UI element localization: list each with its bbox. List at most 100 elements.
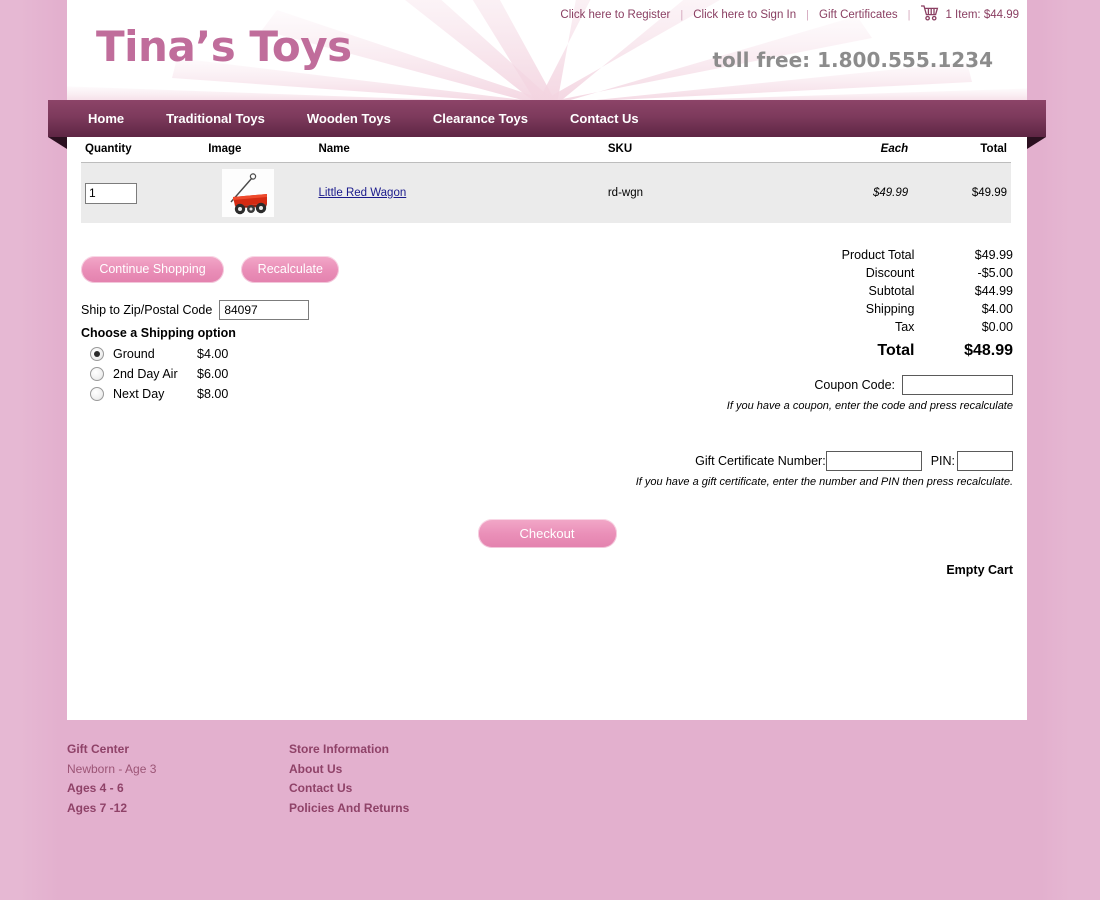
nav-item-clearance-toys[interactable]: Clearance Toys (432, 111, 529, 126)
cell-quantity (81, 162, 205, 223)
zip-row: Ship to Zip/Postal Code (81, 300, 421, 320)
total-row-discount: Discount -$5.00 (783, 264, 1013, 282)
header-each: Each (799, 137, 913, 163)
little-red-wagon-image[interactable] (222, 169, 275, 217)
cart-page-content: Quantity Image Name SKU Each Total (67, 137, 1027, 577)
checkout-area: Checkout (67, 519, 1027, 548)
value-grand-total: $48.99 (964, 342, 1013, 359)
footer-link-gift-center[interactable]: Gift Center (67, 742, 130, 756)
link-separator-2: | (806, 8, 809, 21)
header-total: Total (912, 137, 1011, 163)
footer-link-ages-7-12[interactable]: Ages 7 -12 (67, 800, 128, 815)
coupon-section: Coupon Code: If you have a coupon, enter… (727, 375, 1013, 412)
label-subtotal: Subtotal (868, 284, 915, 298)
ribbon-fold-right (1027, 137, 1046, 149)
shipping-option-2nd-day-air-price: $6.00 (197, 367, 229, 381)
value-shipping: $4.00 (981, 302, 1013, 316)
footer-column-store-information: Store Information About Us Contact Us Po… (289, 740, 511, 818)
shipping-section: Ship to Zip/Postal Code Choose a Shippin… (81, 300, 421, 404)
cart-table: Quantity Image Name SKU Each Total (81, 137, 1011, 223)
shipping-option-ground[interactable]: Ground $4.00 (81, 344, 421, 364)
coupon-line: Coupon Code: (727, 375, 1013, 395)
cell-total: $49.99 (912, 162, 1011, 223)
shopping-cart-icon (920, 5, 939, 24)
shipping-option-ground-price: $4.00 (197, 347, 229, 361)
total-row-subtotal: Subtotal $44.99 (783, 282, 1013, 300)
cart-actions: Continue Shopping Recalculate (81, 256, 340, 283)
cell-each: $49.99 (799, 162, 913, 223)
nav-items: Home Traditional Toys Wooden Toys Cleara… (67, 100, 660, 137)
gift-certificates-link[interactable]: Gift Certificates (819, 8, 898, 21)
gift-certificate-line: Gift Certificate Number: PIN: (636, 451, 1013, 471)
label-shipping: Shipping (865, 302, 915, 316)
coupon-hint: If you have a coupon, enter the code and… (726, 400, 1013, 412)
shipping-option-next-day-label: Next Day (113, 387, 165, 401)
continue-shopping-button[interactable]: Continue Shopping (81, 256, 224, 283)
product-name-link[interactable]: Little Red Wagon (318, 187, 407, 199)
value-tax: $0.00 (981, 320, 1013, 334)
footer-link-store-information[interactable]: Store Information (289, 742, 390, 756)
quantity-input[interactable] (85, 182, 137, 204)
nav-item-home[interactable]: Home (88, 111, 125, 126)
footer-link-policies-and-returns[interactable]: Policies And Returns (289, 800, 410, 815)
recalculate-button[interactable]: Recalculate (241, 256, 340, 283)
nav-bar-background (48, 100, 1046, 137)
zip-input[interactable] (219, 300, 310, 320)
site-container: Click here to Register | Click here to S… (48, 0, 1046, 720)
header-sku: SKU (603, 137, 800, 163)
shipping-option-2nd-day-air-label: 2nd Day Air (113, 367, 178, 381)
header-quantity: Quantity (81, 137, 205, 163)
ribbon-fold-left (48, 137, 67, 149)
coupon-label: Coupon Code: (814, 378, 895, 392)
label-tax: Tax (894, 320, 915, 334)
cart-summary[interactable]: 1 Item: $44.99 (910, 5, 1019, 24)
nav-item-wooden-toys[interactable]: Wooden Toys (306, 111, 391, 126)
zip-label: Ship to Zip/Postal Code (81, 303, 213, 317)
shipping-option-2nd-day-air[interactable]: 2nd Day Air $6.00 (81, 364, 421, 384)
total-row-shipping: Shipping $4.00 (783, 300, 1013, 318)
site-footer: Gift Center Newborn - Age 3 Ages 4 - 6 A… (67, 740, 1027, 818)
total-row-grand: Total $48.99 (783, 336, 1013, 362)
link-separator-3: | (907, 8, 911, 21)
table-row: Little Red Wagon rd-wgn $49.99 $49.99 (81, 162, 1011, 223)
cell-name: Little Red Wagon (314, 162, 604, 223)
sign-in-link[interactable]: Click here to Sign In (693, 8, 797, 21)
gift-certificate-section: Gift Certificate Number: PIN: If you hav… (636, 451, 1013, 488)
pin-input[interactable] (957, 451, 1013, 471)
radio-ground[interactable] (90, 347, 104, 361)
gift-certificate-number-input[interactable] (825, 451, 922, 471)
register-link[interactable]: Click here to Register (560, 8, 671, 21)
radio-2nd-day-air[interactable] (90, 367, 104, 381)
gift-certificate-hint: If you have a gift certificate, enter th… (635, 476, 1013, 488)
nav-item-contact-us[interactable]: Contact Us (570, 111, 639, 126)
label-grand-total: Total (877, 342, 915, 359)
coupon-code-input[interactable] (902, 375, 1013, 395)
value-subtotal: $44.99 (974, 284, 1013, 298)
sunburst-decoration (67, 0, 1027, 100)
site-logo[interactable]: Tina’s Toys (96, 22, 352, 71)
gift-certificate-label: Gift Certificate Number: (695, 454, 826, 468)
cart-table-header-row: Quantity Image Name SKU Each Total (81, 137, 1011, 163)
nav-item-traditional-toys[interactable]: Traditional Toys (166, 111, 265, 126)
link-separator-1: | (680, 8, 684, 21)
footer-link-ages-4-6[interactable]: Ages 4 - 6 (67, 781, 124, 796)
cell-image (204, 162, 315, 223)
value-product-total: $49.99 (974, 248, 1013, 262)
header-name: Name (314, 137, 604, 163)
footer-link-contact-us[interactable]: Contact Us (289, 781, 353, 796)
order-totals: Product Total $49.99 Discount -$5.00 Sub… (783, 246, 1013, 362)
total-row-tax: Tax $0.00 (783, 318, 1013, 336)
checkout-button[interactable]: Checkout (477, 519, 617, 548)
shipping-option-title: Choose a Shipping option (81, 326, 236, 340)
shipping-option-ground-label: Ground (113, 347, 155, 361)
empty-cart-link[interactable]: Empty Cart (946, 563, 1013, 577)
footer-link-newborn-age-3[interactable]: Newborn - Age 3 (67, 761, 157, 776)
footer-link-about-us[interactable]: About Us (289, 761, 343, 776)
cart-item-count-total: 1 Item: $44.99 (945, 8, 1019, 21)
shipping-option-next-day[interactable]: Next Day $8.00 (81, 384, 421, 404)
label-discount: Discount (865, 266, 915, 280)
value-discount: -$5.00 (977, 266, 1013, 280)
total-row-product-total: Product Total $49.99 (783, 246, 1013, 264)
label-product-total: Product Total (841, 248, 915, 262)
radio-next-day[interactable] (90, 387, 104, 401)
